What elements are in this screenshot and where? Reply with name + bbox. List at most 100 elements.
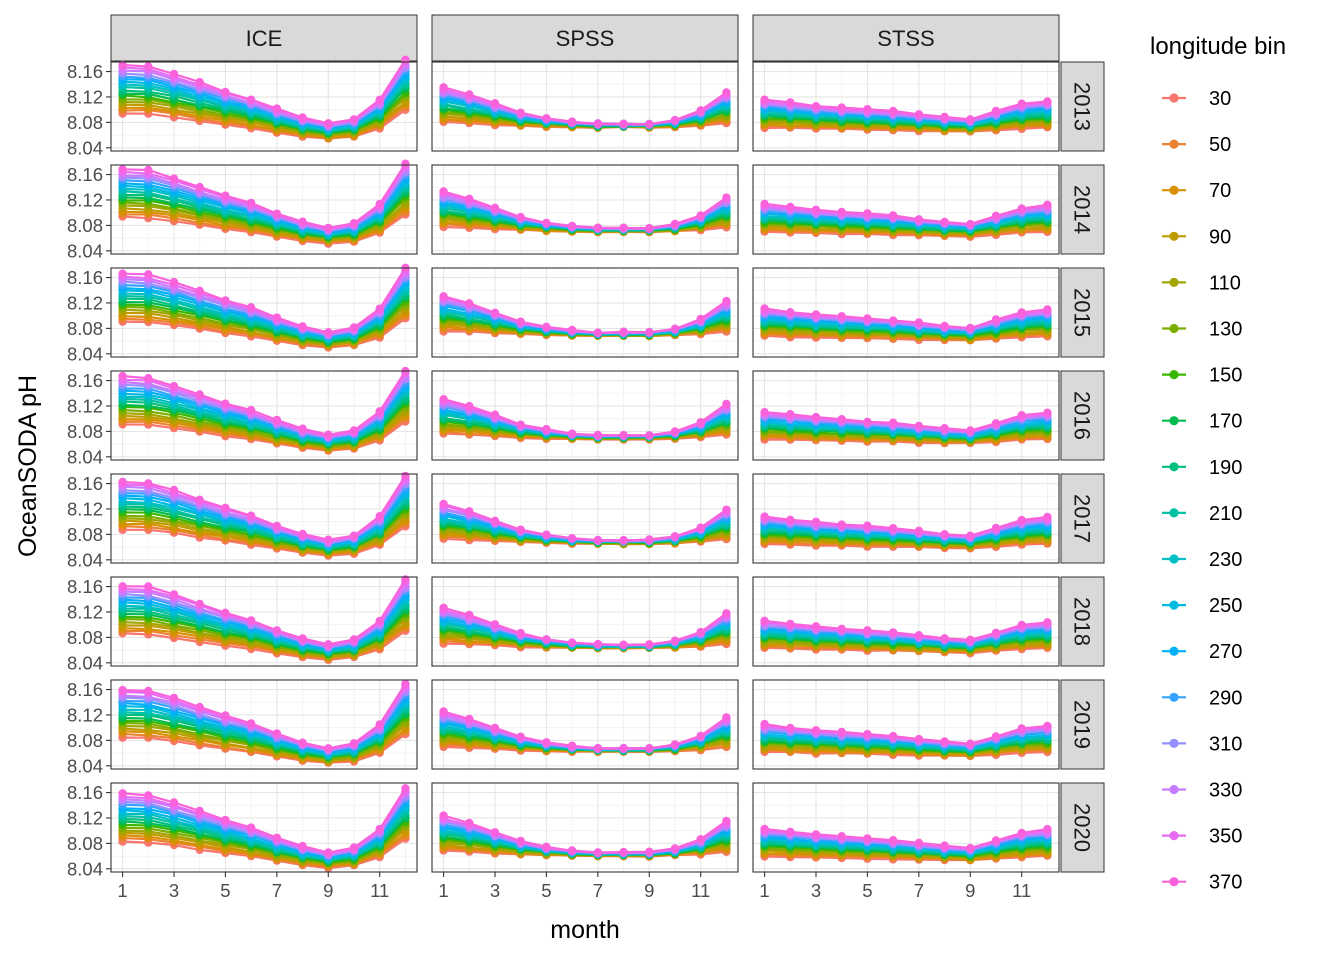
data-point: [697, 523, 705, 531]
data-point: [1018, 308, 1026, 316]
data-point: [465, 90, 473, 98]
data-point: [298, 218, 306, 226]
data-point: [542, 635, 550, 643]
data-point: [722, 609, 730, 617]
data-point: [247, 616, 255, 624]
data-point: [350, 426, 358, 434]
data-point: [118, 165, 126, 173]
panel-ice-2013: [111, 56, 417, 151]
panel-stss-2018: [753, 577, 1059, 666]
data-point: [863, 314, 871, 322]
data-point: [812, 206, 820, 214]
data-point: [196, 600, 204, 608]
panel-border: [753, 577, 1059, 666]
data-point: [221, 400, 229, 408]
data-point: [838, 520, 846, 528]
data-point: [1043, 409, 1051, 417]
data-point: [376, 305, 384, 313]
data-point: [247, 303, 255, 311]
data-point: [594, 329, 602, 337]
data-point: [966, 115, 974, 123]
panel-spss-2015: [432, 268, 738, 357]
data-point: [722, 88, 730, 96]
data-point: [517, 526, 525, 534]
data-point: [221, 88, 229, 96]
data-point: [722, 193, 730, 201]
data-point: [594, 120, 602, 128]
facet-strip-label: 2016: [1070, 391, 1095, 440]
data-point: [645, 120, 653, 128]
data-point: [966, 532, 974, 540]
data-point: [170, 174, 178, 182]
panel-border: [753, 474, 1059, 563]
data-point: [1043, 305, 1051, 313]
data-point: [812, 102, 820, 110]
data-point: [298, 113, 306, 121]
data-point: [889, 419, 897, 427]
panel-ice-2017: [111, 472, 417, 563]
data-point: [465, 402, 473, 410]
data-point: [645, 535, 653, 543]
data-point: [940, 530, 948, 538]
panel-spss-2014: [432, 165, 738, 254]
data-point: [1018, 100, 1026, 108]
data-point: [273, 416, 281, 424]
data-point: [517, 213, 525, 221]
data-point: [940, 424, 948, 432]
data-point: [144, 270, 152, 278]
data-point: [863, 522, 871, 530]
data-point: [992, 524, 1000, 532]
data-point: [838, 625, 846, 633]
data-point: [401, 160, 409, 168]
data-point: [889, 524, 897, 532]
data-point: [889, 628, 897, 636]
data-point: [594, 640, 602, 648]
data-point: [992, 107, 1000, 115]
panel-spss-2018: [432, 577, 738, 666]
data-point: [542, 425, 550, 433]
data-point: [863, 209, 871, 217]
data-point: [298, 634, 306, 642]
facet-strip-label: 2014: [1070, 185, 1095, 234]
data-point: [350, 323, 358, 331]
data-point: [671, 427, 679, 435]
data-point: [350, 635, 358, 643]
panel-spss-2016: [432, 371, 738, 460]
data-point: [1043, 513, 1051, 521]
data-point: [118, 372, 126, 380]
data-point: [915, 318, 923, 326]
data-point: [722, 297, 730, 305]
data-point: [170, 382, 178, 390]
data-point: [273, 626, 281, 634]
data-point: [940, 113, 948, 121]
data-point: [170, 70, 178, 78]
data-point: [838, 312, 846, 320]
data-point: [465, 195, 473, 203]
data-point: [221, 504, 229, 512]
data-point: [568, 430, 576, 438]
data-point: [221, 192, 229, 200]
data-point: [966, 220, 974, 228]
data-point: [1018, 411, 1026, 419]
data-point: [594, 536, 602, 544]
panel-spss-2013: [432, 62, 738, 151]
data-point: [196, 183, 204, 191]
data-point: [786, 516, 794, 524]
data-point: [838, 208, 846, 216]
data-point: [376, 407, 384, 415]
data-point: [517, 421, 525, 429]
facet-strip-label: SPSS: [556, 26, 615, 51]
data-point: [376, 200, 384, 208]
data-point: [697, 418, 705, 426]
data-point: [273, 210, 281, 218]
data-point: [594, 224, 602, 232]
data-point: [760, 408, 768, 416]
data-point: [1018, 621, 1026, 629]
data-point: [542, 323, 550, 331]
data-point: [144, 479, 152, 487]
data-point: [144, 166, 152, 174]
data-point: [439, 292, 447, 300]
data-point: [940, 218, 948, 226]
data-point: [491, 620, 499, 628]
